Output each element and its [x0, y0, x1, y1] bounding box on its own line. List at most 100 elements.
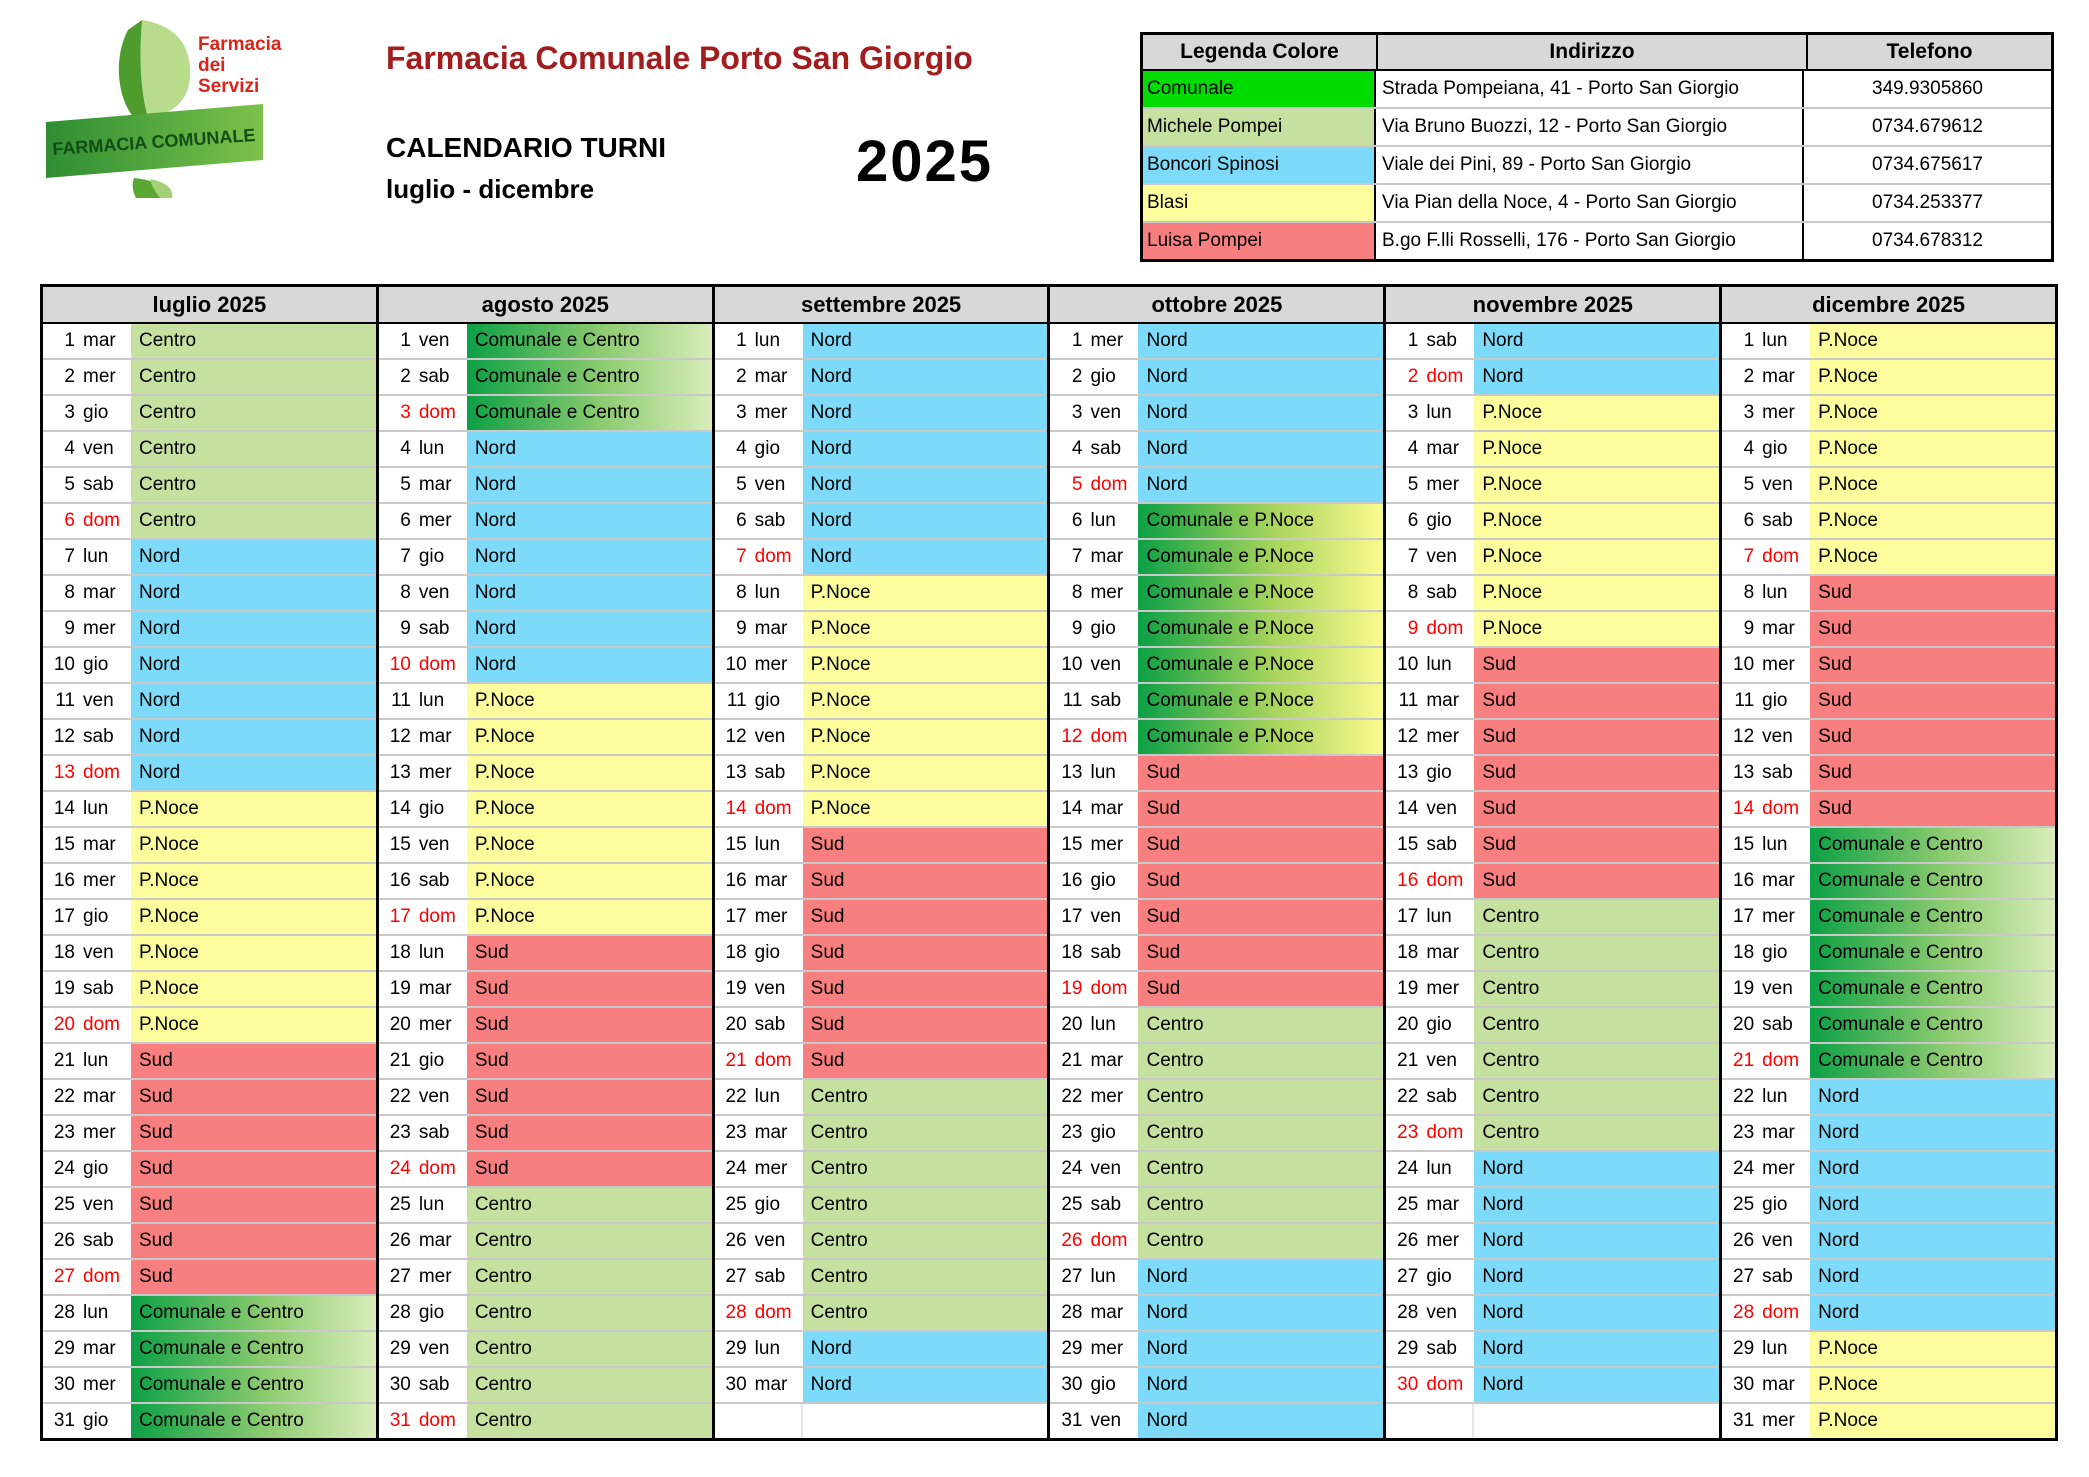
calendar-day-cell: 2 sab	[378, 360, 465, 394]
duty-label: Nord	[1818, 1086, 1860, 1107]
day-number: 13	[1397, 762, 1419, 783]
day-weekday: gio	[754, 1194, 781, 1215]
calendar-day-cell: 12 mer	[1386, 720, 1473, 754]
duty-label: Nord	[810, 546, 852, 567]
calendar-day-row: 31 dom Centro	[378, 1404, 712, 1438]
duty-label: Comunale e Centro	[1818, 1050, 1983, 1071]
duty-label: Nord	[810, 1374, 852, 1395]
calendar-duty-cell: Centro	[1472, 972, 1720, 1006]
day-weekday: mar	[754, 618, 788, 639]
calendar-duty-cell: P.Noce	[129, 1008, 376, 1042]
calendar-day-row: 15 lun Comunale e Centro	[1722, 828, 2055, 862]
day-number: 12	[389, 726, 411, 747]
day-weekday: ven	[754, 978, 786, 999]
calendar-day-row: 28 dom Nord	[1722, 1296, 2055, 1330]
calendar-duty-cell: Comunale e Centro	[1808, 1008, 2055, 1042]
calendar-duty-cell: Centro	[464, 1332, 712, 1366]
day-number: 9	[1743, 618, 1755, 639]
calendar-day-cell: 16 gio	[1050, 864, 1137, 898]
duty-label: Sud	[139, 1122, 173, 1143]
calendar-duty-cell: Sud	[1136, 792, 1384, 826]
duty-label: Sud	[474, 1086, 509, 1107]
calendar-day-row: 7 dom P.Noce	[1722, 540, 2055, 574]
duty-label: Nord	[474, 582, 517, 603]
duty-label: Sud	[1146, 762, 1181, 783]
calendar-day-row: 6 sab P.Noce	[1722, 504, 2055, 538]
duty-label: Centro	[1482, 1122, 1540, 1143]
duty-label: Nord	[474, 438, 517, 459]
calendar-duty-cell: Centro	[464, 1296, 712, 1330]
duty-label: Comunale e Centro	[139, 1302, 304, 1323]
day-weekday: gio	[1090, 870, 1116, 891]
day-weekday: dom	[83, 762, 120, 783]
day-weekday: lun	[1426, 1158, 1452, 1179]
day-number: 11	[1734, 690, 1755, 711]
day-weekday: gio	[1762, 1194, 1788, 1215]
calendar-day-cell: 25 gio	[714, 1188, 801, 1222]
calendar-day-row: 20 lun Centro	[1050, 1008, 1384, 1042]
calendar-duty-cell: Centro	[800, 1224, 1048, 1258]
calendar-duty-cell: Sud	[1472, 648, 1720, 682]
day-weekday: dom	[754, 798, 792, 819]
calendar-day-cell: 23 sab	[378, 1116, 465, 1150]
calendar-day-cell: 9 sab	[378, 612, 465, 646]
duty-label: Comunale e Centro	[1818, 834, 1983, 855]
calendar-year: 2025	[856, 129, 994, 194]
calendar-day-row: 29 ven Centro	[378, 1332, 712, 1366]
day-number: 15	[389, 834, 411, 855]
month-title: luglio 2025	[43, 287, 376, 324]
calendar-duty-cell: Centro	[1472, 1008, 1720, 1042]
calendar-day-row: 7 dom Nord	[714, 540, 1048, 574]
duty-label: Nord	[1146, 1338, 1188, 1359]
duty-label: Comunale e P.Noce	[1146, 546, 1315, 567]
calendar-day-cell: 1 ven	[378, 324, 465, 358]
calendar-day-row: 13 gio Sud	[1386, 756, 1720, 790]
day-weekday: sab	[1090, 942, 1122, 963]
calendar-day-cell: 16 mar	[1722, 864, 1809, 898]
calendar-day-row: 10 mer P.Noce	[714, 648, 1048, 682]
calendar-day-row: 23 mar Nord	[1722, 1116, 2055, 1150]
day-number: 10	[1397, 654, 1419, 675]
calendar-duty-cell: Nord	[1472, 1260, 1720, 1294]
day-weekday: lun	[1090, 1266, 1116, 1287]
calendar-day-row: 22 lun Centro	[714, 1080, 1048, 1114]
calendar-day-cell: 18 gio	[714, 936, 801, 970]
duty-label: Sud	[1482, 690, 1517, 711]
calendar-day-cell: 1 mer	[1050, 324, 1137, 358]
calendar-duty-cell: Centro	[1472, 900, 1720, 934]
calendar-day-cell: 30 mar	[714, 1368, 801, 1402]
calendar-day-row: 16 dom Sud	[1386, 864, 1720, 898]
duty-label: Sud	[1818, 654, 1852, 675]
calendar-day-row: 11 lun P.Noce	[378, 684, 712, 718]
day-weekday: dom	[754, 1302, 792, 1323]
calendar-day-cell: 22 lun	[714, 1080, 801, 1114]
day-number: 17	[1733, 906, 1755, 927]
calendar-duty-cell: Nord	[800, 396, 1048, 430]
calendar-day-cell: 22 lun	[1722, 1080, 1809, 1114]
day-weekday: ven	[83, 1194, 114, 1215]
calendar-day-row: 11 ven Nord	[43, 684, 376, 718]
calendar-day-row: 7 ven P.Noce	[1386, 540, 1720, 574]
calendar-day-cell: 10 lun	[1386, 648, 1473, 682]
day-weekday: gio	[1426, 1266, 1452, 1287]
day-weekday: ven	[1426, 798, 1457, 819]
day-number: 2	[64, 366, 75, 387]
day-number: 13	[389, 762, 411, 783]
calendar-day-cell: 12 sab	[43, 720, 129, 754]
calendar-day-row: 3 dom Comunale e Centro	[378, 396, 712, 430]
day-weekday: mer	[1762, 654, 1795, 675]
day-number: 27	[1061, 1266, 1083, 1287]
day-number: 23	[1061, 1122, 1083, 1143]
day-number: 24	[725, 1158, 747, 1179]
duty-label: Sud	[474, 1014, 509, 1035]
calendar-day-cell: 8 mer	[1050, 576, 1137, 610]
calendar-day-cell: 22 sab	[1386, 1080, 1473, 1114]
duty-label: Centro	[810, 1266, 868, 1287]
day-weekday: dom	[754, 1050, 792, 1071]
month-title: novembre 2025	[1386, 287, 1720, 324]
calendar-day-cell: 11 gio	[1722, 684, 1809, 718]
day-weekday: gio	[1090, 618, 1116, 639]
day-number: 29	[1061, 1338, 1083, 1359]
duty-label: P.Noce	[810, 798, 871, 819]
calendar-day-cell: 16 sab	[378, 864, 465, 898]
